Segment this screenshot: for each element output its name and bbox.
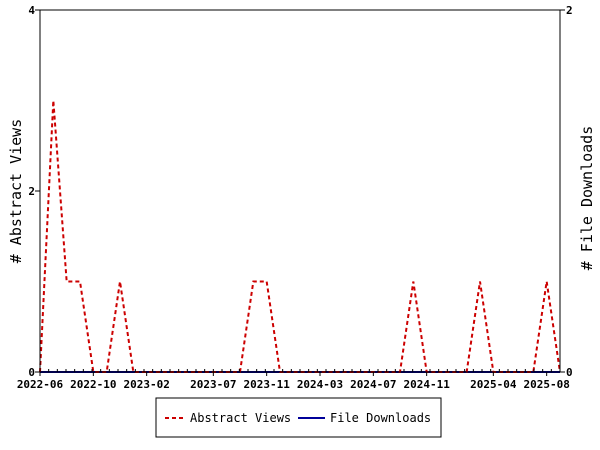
y-tick-label: 4 bbox=[28, 4, 35, 17]
y-tick-label: 2 bbox=[28, 185, 35, 198]
x-tick-label: 2025-08 bbox=[523, 378, 569, 391]
x-tick-label: 2024-03 bbox=[297, 378, 343, 391]
x-tick-label: 2025-04 bbox=[470, 378, 517, 391]
y2-tick-label: 0 bbox=[566, 366, 573, 379]
plot-area bbox=[40, 10, 560, 372]
x-tick-label: 2023-11 bbox=[243, 378, 290, 391]
y-axis-ticks: 0 2 4 0 2 bbox=[28, 4, 572, 379]
y-axis-title: # Abstract Views bbox=[7, 119, 25, 264]
x-tick-label: 2022-10 bbox=[70, 378, 116, 391]
x-tick-label: 2024-11 bbox=[403, 378, 450, 391]
x-tick-label: 2022-06 bbox=[17, 378, 64, 391]
legend-label-abstract-views: Abstract Views bbox=[190, 411, 291, 425]
legend: Abstract Views File Downloads bbox=[155, 397, 442, 438]
x-tick-label: 2024-07 bbox=[350, 378, 396, 391]
x-tick-label: 2023-07 bbox=[190, 378, 236, 391]
series-line-abstract-views bbox=[39, 100, 561, 373]
y2-axis-title: # File Downloads bbox=[578, 126, 596, 271]
plot-frame bbox=[39, 9, 561, 373]
legend-label-file-downloads: File Downloads bbox=[330, 411, 431, 425]
x-tick-label: 2023-02 bbox=[123, 378, 169, 391]
y2-tick-label: 2 bbox=[566, 4, 573, 17]
y-tick-label: 0 bbox=[28, 366, 35, 379]
x-axis-ticks: 2022-06 2022-10 2023-02 2023-07 2023-11 2024-… bbox=[17, 369, 570, 391]
